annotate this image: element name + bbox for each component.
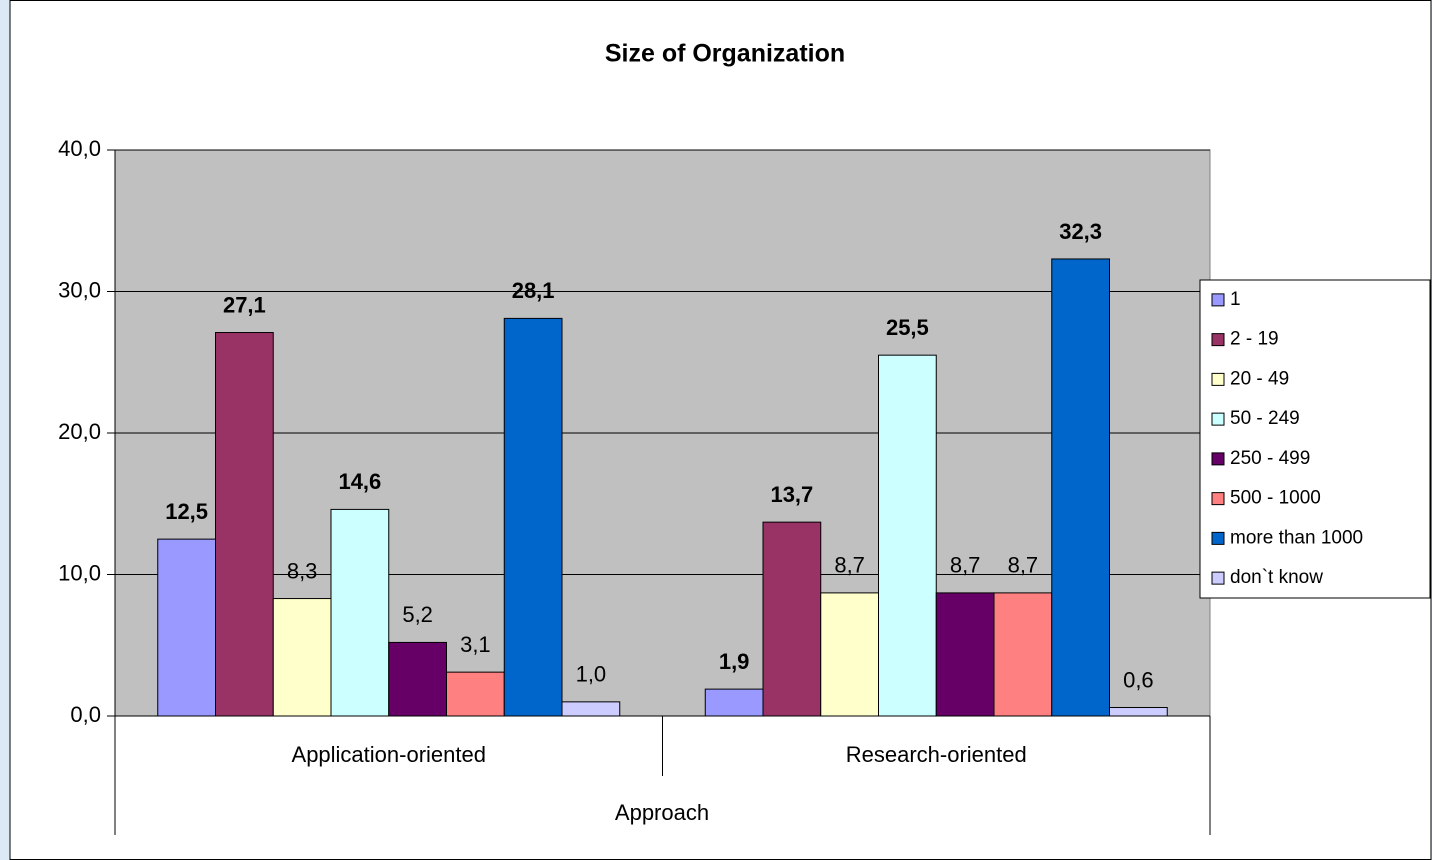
data-label: 27,1	[223, 292, 266, 317]
bar	[1109, 707, 1168, 717]
legend-label: 250 - 499	[1230, 448, 1310, 469]
legend-label: 2 - 19	[1230, 329, 1279, 350]
data-label: 25,5	[886, 315, 929, 340]
y-tick-label: 40,0	[58, 136, 101, 161]
bar	[993, 592, 1053, 717]
legend-label: 50 - 249	[1230, 408, 1300, 429]
y-tick-label: 0,0	[70, 702, 101, 727]
chart-title: Size of Organization	[605, 40, 845, 68]
data-label: 8,7	[834, 553, 865, 578]
y-tick-label: 20,0	[58, 419, 101, 444]
bar	[704, 688, 764, 717]
data-label: 8,7	[950, 553, 981, 578]
bar	[503, 317, 563, 717]
x-tick-label: Research-oriented	[846, 742, 1027, 767]
x-tick-label: Application-oriented	[292, 742, 486, 767]
data-label: 8,3	[287, 558, 318, 583]
legend-label: 20 - 49	[1230, 368, 1289, 389]
data-label: 1,9	[719, 649, 750, 674]
data-label: 3,1	[460, 632, 491, 657]
bar	[330, 508, 390, 717]
bar	[157, 538, 216, 717]
legend-swatch	[1211, 333, 1225, 347]
bar	[215, 332, 274, 717]
legend-label: 500 - 1000	[1230, 488, 1321, 509]
data-label: 5,2	[402, 602, 433, 627]
data-label: 1,0	[576, 662, 607, 687]
legend-swatch	[1211, 372, 1225, 386]
data-label: 13,7	[770, 482, 813, 507]
y-tick-label: 30,0	[58, 277, 101, 302]
legend-label: don`t know	[1230, 567, 1323, 588]
bar	[878, 354, 937, 717]
bar	[388, 641, 447, 717]
data-label: 8,7	[1008, 553, 1039, 578]
x-axis-label: Approach	[615, 800, 709, 825]
data-label: 12,5	[165, 499, 208, 524]
legend-swatch	[1211, 571, 1225, 585]
legend	[1199, 279, 1431, 599]
y-tick-label: 10,0	[58, 560, 101, 585]
data-label: 0,6	[1123, 667, 1154, 692]
data-label: 32,3	[1059, 219, 1102, 244]
legend-swatch	[1211, 531, 1225, 545]
bar	[272, 598, 332, 717]
data-label: 14,6	[338, 469, 381, 494]
data-label: 28,1	[512, 278, 555, 303]
legend-label: 1	[1230, 289, 1241, 310]
bar	[561, 701, 621, 717]
legend-swatch	[1211, 412, 1225, 426]
bar	[820, 592, 879, 717]
legend-swatch	[1211, 492, 1225, 506]
bar	[446, 671, 505, 717]
bar	[1051, 258, 1110, 717]
legend-label: more than 1000	[1230, 527, 1363, 548]
bar	[762, 521, 822, 717]
bar	[935, 592, 995, 717]
legend-swatch	[1211, 452, 1225, 466]
legend-swatch	[1211, 293, 1225, 307]
